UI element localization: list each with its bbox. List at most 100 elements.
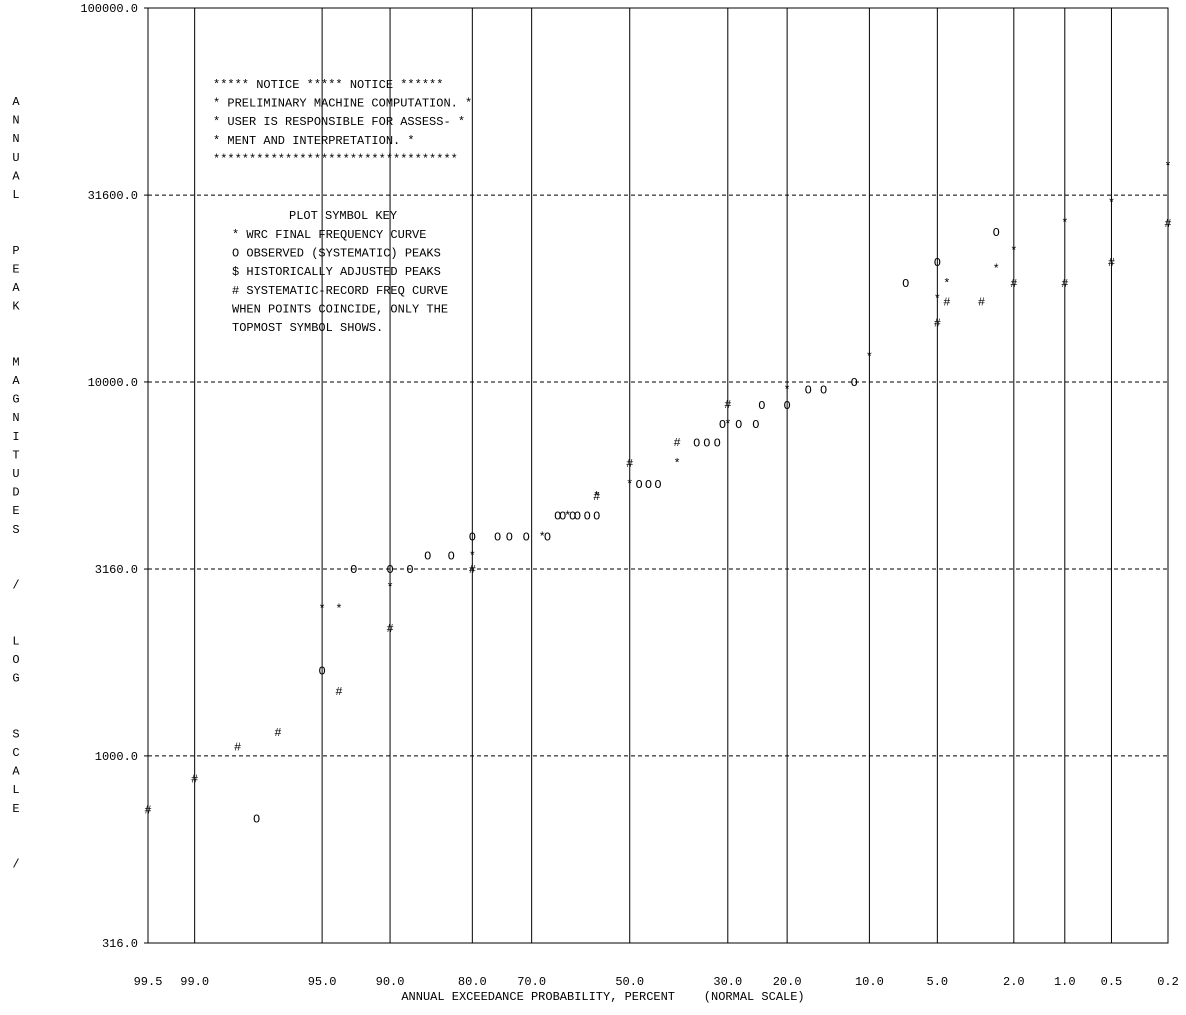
x-axis-label: ANNUAL EXCEEDANCE PROBABILITY, PERCENT (… bbox=[401, 990, 804, 1004]
point-systematic-3: # bbox=[1010, 277, 1017, 291]
point-wrc-7: * bbox=[866, 350, 873, 364]
x-tick-label-4: 80.0 bbox=[458, 975, 487, 989]
notice-line-4: ********************************** bbox=[213, 152, 458, 166]
x-tick-label-3: 90.0 bbox=[376, 975, 405, 989]
point-wrc-9: * bbox=[724, 418, 731, 432]
y-axis-label-char: N bbox=[12, 411, 19, 425]
y-axis-label-char: L bbox=[12, 188, 19, 202]
point-observed-13: O bbox=[693, 437, 700, 451]
legend-entry-0: * WRC FINAL FREQUENCY CURVE bbox=[232, 228, 426, 242]
point-wrc-12: * bbox=[593, 490, 600, 504]
y-axis-label-char: S bbox=[12, 523, 19, 537]
y-axis-label-char: C bbox=[12, 746, 19, 760]
point-observed-29: O bbox=[424, 549, 431, 563]
point-observed-2: O bbox=[902, 277, 909, 291]
y-tick-label-0: 100000.0 bbox=[80, 2, 138, 16]
point-systematic-15: # bbox=[234, 740, 241, 754]
point-observed-21: O bbox=[559, 509, 566, 523]
point-systematic-5: # bbox=[943, 296, 950, 310]
point-wrc-3: * bbox=[1010, 244, 1017, 258]
point-observed-5: O bbox=[805, 384, 812, 398]
y-axis-label-char: S bbox=[12, 727, 19, 741]
y-axis-label-char: A bbox=[12, 765, 20, 779]
point-observed-22: O bbox=[554, 509, 561, 523]
x-tick-label-0: 99.5 bbox=[134, 975, 163, 989]
point-observed-33: O bbox=[319, 665, 326, 679]
legend-entry-3: # SYSTEMATIC-RECORD FREQ CURVE bbox=[232, 284, 448, 298]
y-axis-label-char: N bbox=[12, 114, 19, 128]
x-tick-label-7: 30.0 bbox=[713, 975, 742, 989]
legend-entry-1: O OBSERVED (SYSTEMATIC) PEAKS bbox=[232, 247, 441, 261]
y-axis-label-char: A bbox=[12, 169, 20, 183]
point-systematic-9: # bbox=[626, 457, 633, 471]
x-tick-label-1: 99.0 bbox=[180, 975, 209, 989]
y-axis-label-char: A bbox=[12, 281, 20, 295]
x-tick-labels: 99.5 99.0 95.0 90.0 80.0 70.0 50.0 30.0 20.0 10.0… bbox=[134, 975, 1179, 989]
x-tick-label-8: 20.0 bbox=[773, 975, 802, 989]
point-systematic-6: # bbox=[934, 317, 941, 331]
plot-border bbox=[147, 7, 1169, 944]
legend-entry-5: TOPMOST SYMBOL SHOWS. bbox=[232, 321, 383, 335]
x-tick-label-9: 10.0 bbox=[855, 975, 884, 989]
point-systematic-17: # bbox=[144, 803, 151, 817]
y-axis-label-char: G bbox=[12, 393, 19, 407]
point-systematic-12: # bbox=[386, 622, 393, 636]
y-axis-label-char: O bbox=[12, 653, 19, 667]
point-observed-26: O bbox=[494, 531, 501, 545]
point-observed-28: O bbox=[448, 549, 455, 563]
y-tick-label-1: 31600.0 bbox=[88, 189, 138, 203]
point-systematic-4: # bbox=[978, 296, 985, 310]
y-axis-label-char: T bbox=[12, 448, 19, 462]
point-observed-30: O bbox=[406, 563, 413, 577]
x-tick-label-14: 0.2 bbox=[1157, 975, 1179, 989]
point-observed-23: O bbox=[544, 531, 551, 545]
point-observed-4: O bbox=[820, 384, 827, 398]
point-observed-10: O bbox=[752, 418, 759, 432]
point-wrc-18: * bbox=[319, 602, 326, 616]
y-tick-label-4: 1000.0 bbox=[95, 750, 138, 764]
notice-line-3: * MENT AND INTERPRETATION. * bbox=[213, 134, 415, 148]
x-tick-label-12: 1.0 bbox=[1054, 975, 1076, 989]
point-wrc-14: * bbox=[539, 531, 546, 545]
point-wrc-13: * bbox=[564, 509, 571, 523]
y-axis-label-char: I bbox=[12, 430, 19, 444]
x-tick-label-13: 0.5 bbox=[1101, 975, 1123, 989]
point-observed-18: O bbox=[584, 509, 591, 523]
point-wrc-16: * bbox=[386, 581, 393, 595]
point-systematic-8: # bbox=[674, 436, 681, 450]
legend-entry-2: $ HISTORICALLY ADJUSTED PEAKS bbox=[232, 265, 441, 279]
point-observed-15: O bbox=[645, 478, 652, 492]
grid-layer bbox=[147, 7, 1169, 944]
x-tick-label-6: 50.0 bbox=[615, 975, 644, 989]
point-wrc-5: * bbox=[943, 277, 950, 291]
point-observed-6: O bbox=[784, 399, 791, 413]
y-axis-label-char: U bbox=[12, 151, 19, 165]
point-systematic-0: # bbox=[1164, 217, 1171, 231]
point-wrc-17: * bbox=[335, 602, 342, 616]
y-axis-label-char: / bbox=[12, 858, 19, 872]
y-axis-label-char: / bbox=[12, 579, 19, 593]
y-axis-label-char: E bbox=[12, 802, 19, 816]
y-axis-label-char: E bbox=[12, 262, 19, 276]
point-observed-3: O bbox=[851, 376, 858, 390]
point-observed-19: O bbox=[574, 509, 581, 523]
y-axis-label-char: P bbox=[12, 244, 19, 258]
point-observed-8: O bbox=[735, 418, 742, 432]
point-observed-0: O bbox=[993, 226, 1000, 240]
y-tick-label-5: 316.0 bbox=[102, 937, 138, 951]
y-tick-label-2: 10000.0 bbox=[88, 376, 138, 390]
x-tick-label-5: 70.0 bbox=[517, 975, 546, 989]
point-observed-9: O bbox=[719, 418, 726, 432]
x-tick-label-10: 5.0 bbox=[927, 975, 949, 989]
y-tick-label-3: 3160.0 bbox=[95, 563, 138, 577]
notice-line-0: ***** NOTICE ***** NOTICE ****** bbox=[213, 78, 443, 92]
y-axis-label-char: U bbox=[12, 467, 19, 481]
point-observed-7: O bbox=[758, 399, 765, 413]
point-systematic-11: # bbox=[469, 563, 476, 577]
point-observed-17: O bbox=[593, 509, 600, 523]
notice-box: ***** NOTICE ***** NOTICE ****** * PRELIM… bbox=[213, 78, 472, 166]
